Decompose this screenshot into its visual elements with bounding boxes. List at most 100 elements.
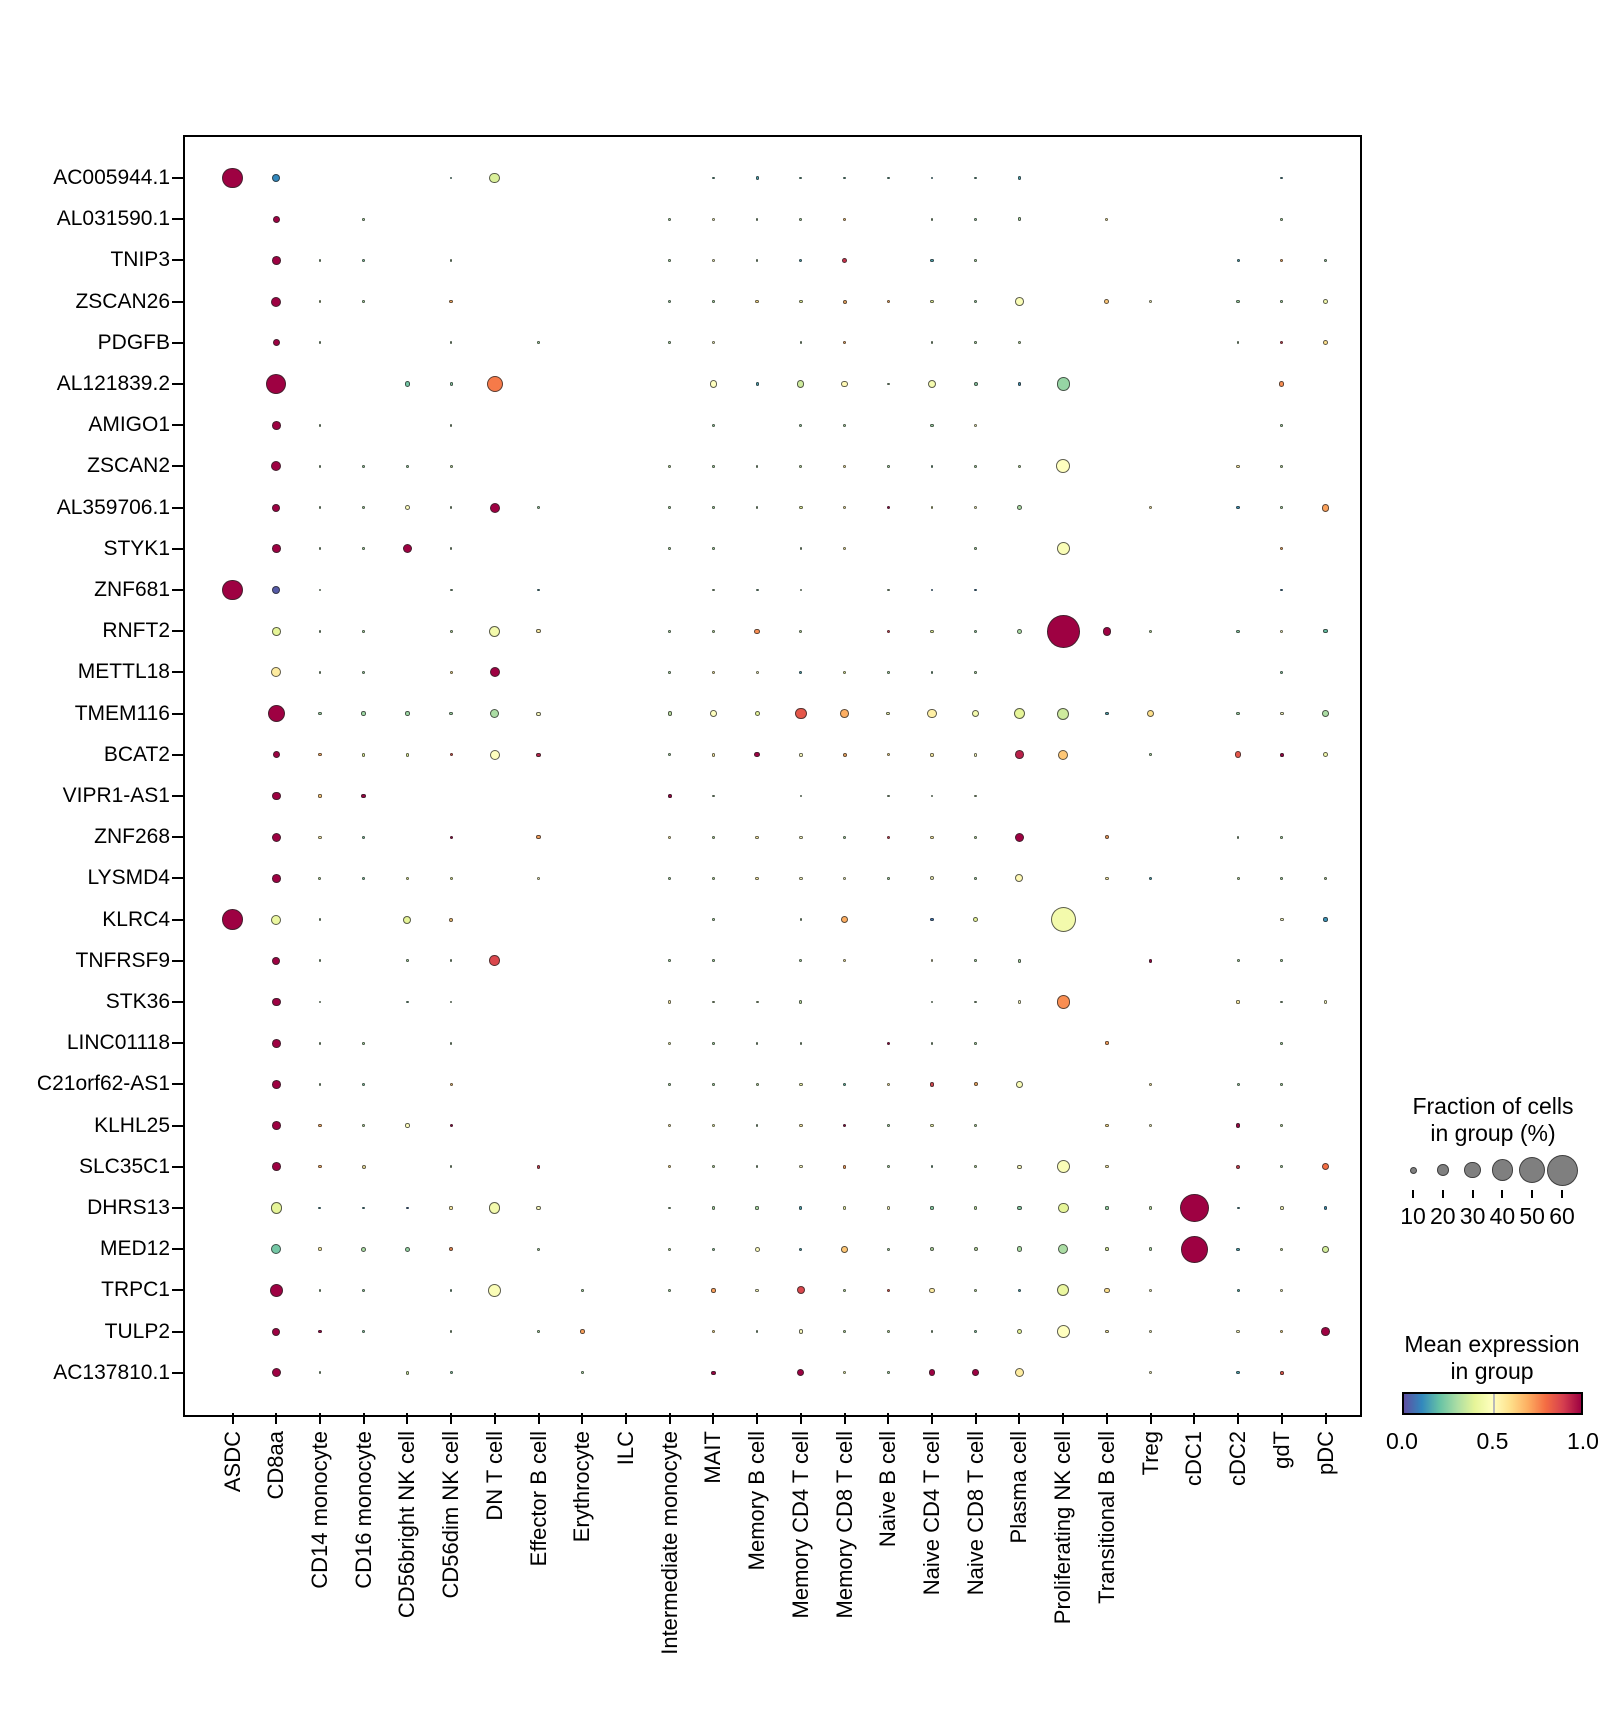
expression-dot [1280, 588, 1284, 592]
expression-dot [1057, 707, 1070, 720]
x-tick-label-celltype: ILC [612, 1431, 638, 1466]
y-tick-label-gene: TMEM116 [74, 701, 170, 725]
y-tick-label-gene: ZSCAN2 [87, 454, 170, 478]
expression-dot [1017, 464, 1022, 469]
expression-dot [711, 1370, 716, 1375]
expression-dot [711, 217, 715, 221]
expression-dot [537, 506, 540, 510]
colorbar-tick-label: 0.5 [1476, 1428, 1509, 1454]
expression-dot [1323, 1206, 1328, 1210]
expression-dot [449, 588, 453, 592]
expression-dot [799, 918, 803, 921]
expression-dot [886, 1082, 890, 1086]
y-tick-label-gene: TULP2 [104, 1319, 170, 1343]
expression-dot [1280, 629, 1284, 633]
expression-dot [271, 461, 282, 472]
y-tick-label-gene: VIPR1-AS1 [62, 784, 170, 807]
expression-dot [929, 1247, 935, 1252]
expression-dot [668, 1041, 672, 1045]
expression-dot [1105, 217, 1109, 221]
expression-dot [843, 1330, 847, 1334]
expression-dot [973, 1247, 978, 1252]
expression-dot [799, 1041, 803, 1045]
y-axis-tick [172, 712, 183, 715]
expression-dot [799, 588, 803, 592]
expression-dot [755, 670, 759, 674]
expression-dot [886, 1041, 890, 1045]
expression-dot [712, 959, 715, 963]
expression-dot [1056, 1324, 1070, 1339]
expression-dot [536, 711, 541, 716]
expression-dot [536, 1164, 541, 1169]
size-legend-dot [1491, 1159, 1514, 1181]
expression-dot [537, 588, 540, 592]
expression-dot [840, 915, 849, 924]
size-legend-tick [1471, 1190, 1474, 1198]
expression-dot [1017, 1288, 1022, 1293]
expression-dot [1236, 1206, 1240, 1210]
x-tick-label-celltype: Transitional B cell [1093, 1431, 1119, 1604]
expression-dot [668, 300, 672, 304]
y-tick-label-gene: LINC01118 [66, 1031, 170, 1055]
expression-dot [712, 794, 715, 798]
y-axis-tick [172, 424, 183, 427]
expression-dot [974, 547, 978, 551]
expression-dot [318, 959, 322, 963]
expression-dot [755, 176, 759, 180]
expression-dot [799, 794, 803, 798]
expression-dot [1236, 1371, 1240, 1375]
expression-dot [930, 341, 934, 345]
expression-dot [799, 1165, 803, 1169]
y-axis-tick [172, 1248, 183, 1251]
expression-dot [668, 835, 672, 839]
expression-dot [930, 629, 934, 633]
expression-dot [449, 1289, 453, 1292]
y-tick-label-gene: STYK1 [103, 536, 170, 560]
expression-dot [842, 505, 847, 510]
expression-dot [449, 670, 453, 674]
expression-dot [799, 1247, 803, 1251]
expression-dot [843, 217, 847, 221]
expression-dot [886, 1371, 890, 1375]
x-axis-tick [275, 1413, 278, 1424]
expression-dot [1280, 258, 1284, 262]
expression-dot [973, 381, 978, 387]
expression-dot [271, 874, 281, 883]
expression-dot [797, 380, 805, 388]
expression-dot [1280, 506, 1284, 509]
expression-dot [1280, 464, 1284, 468]
expression-dot [486, 375, 503, 392]
size-legend-tick-label: 60 [1549, 1203, 1575, 1229]
expression-dot [1323, 1000, 1328, 1004]
expression-dot [796, 1286, 805, 1295]
expression-dot [271, 1121, 281, 1130]
expression-dot [668, 506, 672, 509]
expression-dot [886, 506, 890, 510]
expression-dot [362, 217, 365, 221]
expression-dot [1058, 749, 1069, 760]
expression-dot [1014, 832, 1025, 842]
expression-dot [974, 877, 978, 880]
x-tick-label-celltype: Memory B cell [744, 1431, 770, 1571]
expression-dot [362, 1330, 366, 1334]
expression-dot [1102, 626, 1112, 636]
expression-dot [271, 1368, 281, 1378]
expression-dot [886, 671, 890, 674]
expression-dot [271, 420, 281, 430]
expression-dot [1058, 1244, 1069, 1255]
expression-dot [488, 1283, 502, 1297]
expression-dot [1280, 217, 1284, 221]
expression-dot [974, 259, 978, 262]
y-tick-label-gene: AL359706.1 [56, 495, 170, 519]
expression-dot [930, 1330, 934, 1333]
size-legend-dot [1409, 1166, 1417, 1174]
expression-dot [886, 1288, 890, 1293]
expression-dot [928, 1369, 936, 1377]
expression-dot [668, 1247, 672, 1251]
expression-dot [1148, 505, 1153, 510]
expression-dot [886, 794, 890, 798]
y-axis-tick [172, 795, 183, 797]
y-axis-tick [172, 1124, 183, 1127]
expression-dot [1017, 382, 1022, 386]
x-axis-tick [493, 1413, 496, 1424]
